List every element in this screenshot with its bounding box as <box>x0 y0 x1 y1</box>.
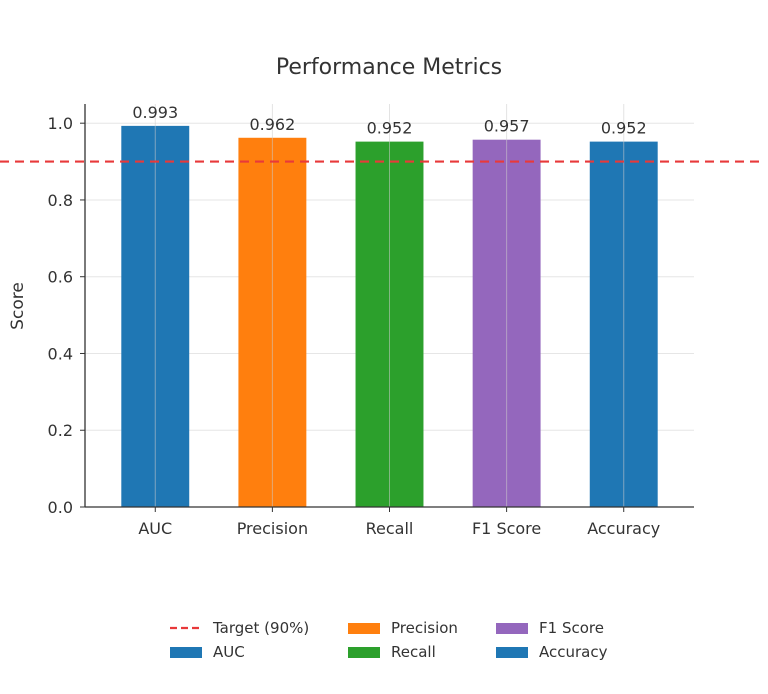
x-tick-label: Precision <box>237 519 308 538</box>
bar-value-label: 0.952 <box>367 119 413 138</box>
bar-value-label: 0.993 <box>132 103 178 122</box>
y-tick-label: 0.0 <box>48 498 73 517</box>
legend-label-auc: AUC <box>213 643 245 661</box>
y-tick-label: 1.0 <box>48 114 73 133</box>
x-tick-label: F1 Score <box>472 519 541 538</box>
x-tick-label: AUC <box>138 519 172 538</box>
y-axis-label: Score <box>8 282 28 330</box>
chart-title: Performance Metrics <box>276 55 502 80</box>
y-tick-label: 0.4 <box>48 344 73 363</box>
y-tick-label: 0.6 <box>48 268 73 287</box>
legend-label-f1-score: F1 Score <box>539 619 604 637</box>
legend-swatch-recall <box>348 647 380 658</box>
x-tick-label: Recall <box>366 519 414 538</box>
legend-label-target-90: Target (90%) <box>212 619 309 637</box>
legend-swatch-precision <box>348 623 380 634</box>
bar-value-label: 0.957 <box>484 117 530 136</box>
legend-label-recall: Recall <box>391 643 436 661</box>
legend-label-precision: Precision <box>391 619 458 637</box>
legend-swatch-f1-score <box>496 623 528 634</box>
y-tick-label: 0.2 <box>48 421 73 440</box>
legend-swatch-auc <box>170 647 202 658</box>
vertical-grid-layer <box>154 104 625 507</box>
x-tick-label: Accuracy <box>587 519 660 538</box>
bar-value-label: 0.962 <box>249 115 295 134</box>
bar-value-label: 0.952 <box>601 119 647 138</box>
y-tick-label: 0.8 <box>48 191 73 210</box>
legend: Target (90%) AUC Precision Recall F1 Score Ac… <box>170 619 608 661</box>
legend-label-accuracy: Accuracy <box>539 643 608 661</box>
label-layer: 0.0 0.2 0.4 0.6 0.8 1.0 0.993 AUC 0.962 Precision… <box>48 103 661 538</box>
axis-layer <box>80 104 694 512</box>
legend-swatch-accuracy <box>496 647 528 658</box>
